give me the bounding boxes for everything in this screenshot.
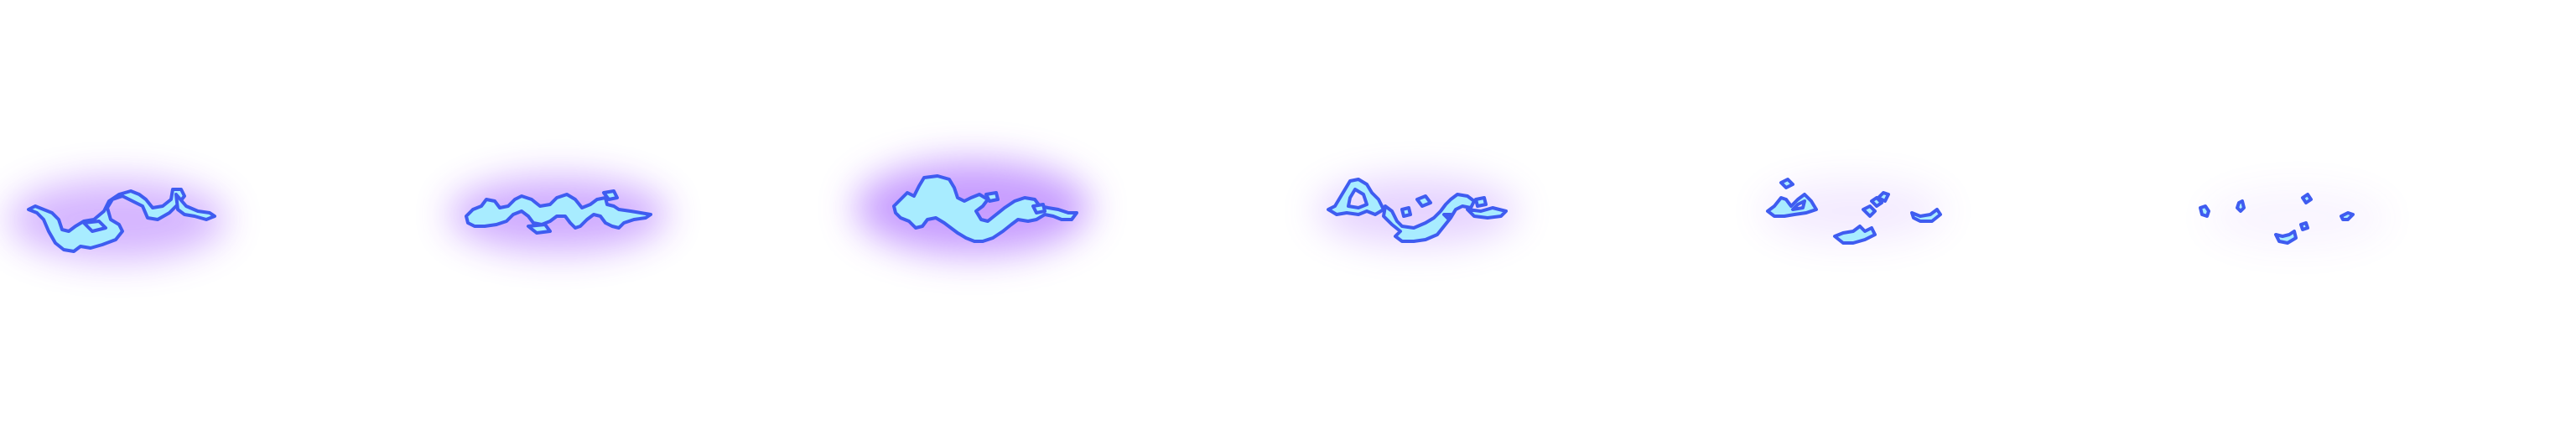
energy-wisp	[1766, 178, 1942, 245]
frame-1	[8, 179, 226, 260]
energy-wisp	[892, 174, 1078, 243]
frame-3	[855, 161, 1090, 255]
energy-glow	[2205, 188, 2390, 248]
energy-wisp	[1327, 178, 1508, 243]
energy-wisp	[2199, 193, 2355, 245]
energy-wisp	[465, 189, 652, 235]
frame-5	[1761, 178, 1945, 245]
energy-wisp	[27, 188, 216, 253]
frame-2	[449, 178, 667, 251]
frame-6	[2199, 188, 2390, 248]
frame-4	[1317, 178, 1518, 245]
energy-glow	[8, 179, 226, 260]
